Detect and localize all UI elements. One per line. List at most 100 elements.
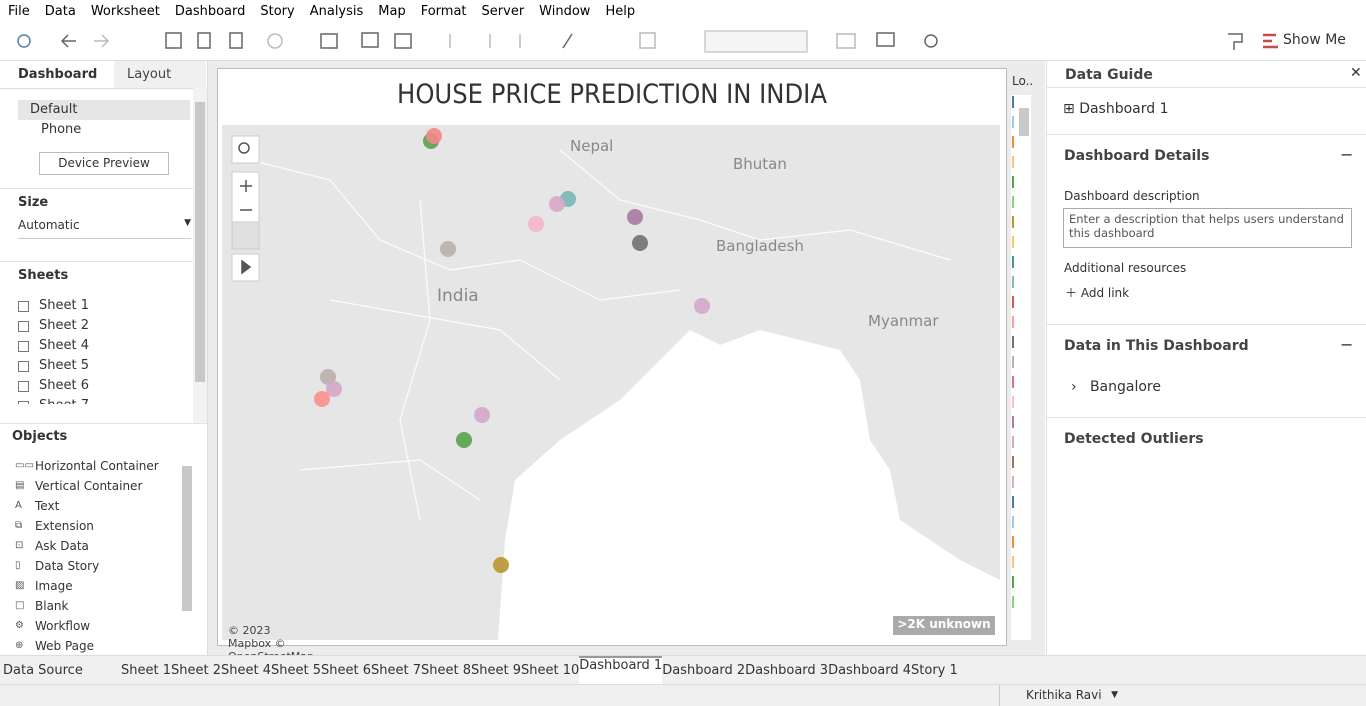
sheet-icon (18, 380, 29, 392)
object-item[interactable]: ▤ Vertical Container (15, 476, 185, 496)
panel-tabs: Dashboard Layout (0, 61, 207, 89)
menu-bar: File Data Worksheet Dashboard Story Analysis M… (0, 0, 1366, 22)
object-item[interactable]: □ Blank (15, 596, 185, 616)
tab-layout[interactable]: Layout (127, 67, 172, 82)
sheet-item[interactable]: Sheet 2 (18, 316, 188, 336)
sheet-tab[interactable]: Sheet 5 (271, 663, 321, 678)
menu-item[interactable]: Analysis (309, 3, 364, 19)
add-link[interactable]: ＋ Add link (1065, 286, 1130, 300)
object-name: Horizontal Container (35, 459, 159, 473)
sheet-name: Sheet 5 (39, 358, 89, 373)
map-label: Bhutan (733, 155, 787, 173)
data-guide-title: Data Guide (1065, 67, 1153, 83)
data-source[interactable]: › Bangalore (1071, 379, 1161, 395)
sheet-tab[interactable]: Dashboard 4 (828, 663, 912, 678)
sheet-icon (18, 300, 29, 312)
toolbar: Show Me (0, 22, 1366, 61)
object-icon: □ (15, 600, 25, 611)
menu-item[interactable]: Server (481, 3, 525, 19)
close-button[interactable]: ✕ (1350, 65, 1362, 81)
sheet-icon (18, 400, 29, 404)
description-label: Dashboard description (1064, 189, 1200, 203)
sheet-item[interactable]: Sheet 4 (18, 336, 188, 356)
sheet-tab[interactable]: Sheet 4 (221, 663, 271, 678)
user-name: Krithika Ravi (1026, 688, 1102, 702)
object-item[interactable]: ▯ Data Story (15, 556, 185, 576)
tab-dashboard[interactable]: Dashboard (18, 67, 98, 82)
menu-item[interactable]: Dashboard (174, 3, 246, 19)
sheet-tab[interactable]: Dashboard 2 (662, 663, 746, 678)
device-phone[interactable]: Phone (41, 122, 82, 137)
size-value: Automatic (18, 218, 80, 232)
show-me-button[interactable]: Show Me (1283, 32, 1346, 48)
sheet-item[interactable]: Sheet 5 (18, 356, 188, 376)
sheet-tab[interactable]: Data Source (3, 663, 83, 678)
object-icon: A (15, 500, 22, 511)
dashboard-title: HOUSE PRICE PREDICTION IN INDIA (397, 79, 827, 110)
object-name: Text (35, 499, 60, 513)
left-panel: Dashboard Layout Default Phone Device Pr… (0, 61, 208, 655)
object-item[interactable]: ⚙ Workflow (15, 616, 185, 636)
device-preview-button[interactable]: Device Preview (39, 152, 169, 175)
outliers-title[interactable]: Detected Outliers (1064, 431, 1204, 447)
sheet-name: Sheet 7 (39, 396, 89, 404)
sheet-item[interactable]: Sheet 1 (18, 296, 188, 316)
menu-item[interactable]: Worksheet (90, 3, 160, 19)
map-label: India (437, 286, 479, 306)
object-item[interactable]: ⊕ Web Page (15, 636, 185, 656)
object-name: Web Page (35, 639, 95, 653)
details-title[interactable]: Dashboard Details (1064, 148, 1210, 164)
menu-item[interactable]: File (8, 3, 30, 19)
size-title: Size (18, 195, 49, 210)
sheet-tab[interactable]: Sheet 9 (471, 663, 521, 678)
object-icon: ▯ (15, 560, 21, 571)
legend-title: Lo.. (1012, 74, 1034, 88)
menu-item[interactable]: Format (420, 3, 467, 19)
sheet-tab[interactable]: Sheet 8 (421, 663, 471, 678)
sheet-tab[interactable]: Dashboard 3 (745, 663, 829, 678)
object-item[interactable]: ⧉ Extension (15, 516, 185, 536)
size-dropdown[interactable]: Automatic ▼ (18, 218, 191, 239)
user-menu[interactable]: Krithika Ravi ▼ (999, 685, 1124, 706)
data-title[interactable]: Data in This Dashboard (1064, 338, 1249, 354)
status-bar: Krithika Ravi ▼ (0, 684, 1366, 706)
object-name: Blank (35, 599, 69, 613)
description-input[interactable]: Enter a description that helps users und… (1063, 208, 1352, 248)
object-name: Extension (35, 519, 94, 533)
sheet-tab[interactable]: Sheet 10 (521, 663, 580, 678)
data-source-text: Bangalore (1089, 379, 1161, 395)
sheet-tab[interactable]: Story 1 (911, 663, 958, 678)
dashboard-name: ⊞ Dashboard 1 (1063, 101, 1169, 117)
menu-item[interactable]: Map (378, 3, 406, 19)
object-item[interactable]: A Text (15, 496, 185, 516)
menu-item[interactable]: Story (260, 3, 295, 19)
sheet-tab[interactable]: Sheet 1 (121, 663, 171, 678)
menu-item[interactable]: Window (539, 3, 591, 19)
sheet-tab[interactable]: Sheet 7 (371, 663, 421, 678)
sheet-item[interactable]: Sheet 7 (18, 396, 188, 404)
device-default[interactable]: Default (18, 100, 190, 120)
object-item[interactable]: ⊡ Ask Data (15, 536, 185, 556)
object-name: Vertical Container (35, 479, 143, 493)
objects-title: Objects (12, 429, 68, 444)
object-item[interactable]: ▭▭ Horizontal Container (15, 456, 185, 476)
object-icon: ⧉ (15, 520, 23, 531)
resources-label: Additional resources (1064, 261, 1187, 275)
unknown-indicator[interactable]: >2K unknown (897, 617, 991, 631)
menu-item[interactable]: Help (605, 3, 636, 19)
object-name: Ask Data (35, 539, 89, 553)
object-icon: ▤ (15, 480, 25, 491)
map-label: Nepal (570, 137, 614, 155)
object-icon: ▭▭ (15, 460, 34, 471)
sheet-tab[interactable]: Sheet 2 (171, 663, 221, 678)
object-item[interactable]: ▨ Image (15, 576, 185, 596)
sheet-tab[interactable]: Dashboard 1 (579, 656, 663, 685)
object-icon: ⊡ (15, 540, 24, 551)
object-icon: ▨ (15, 580, 25, 591)
map-label: Bangladesh (716, 237, 804, 255)
sheet-name: Sheet 6 (39, 378, 89, 393)
sheet-item[interactable]: Sheet 6 (18, 376, 188, 396)
menu-item[interactable]: Data (44, 3, 76, 19)
sheet-tab[interactable]: Sheet 6 (321, 663, 371, 678)
